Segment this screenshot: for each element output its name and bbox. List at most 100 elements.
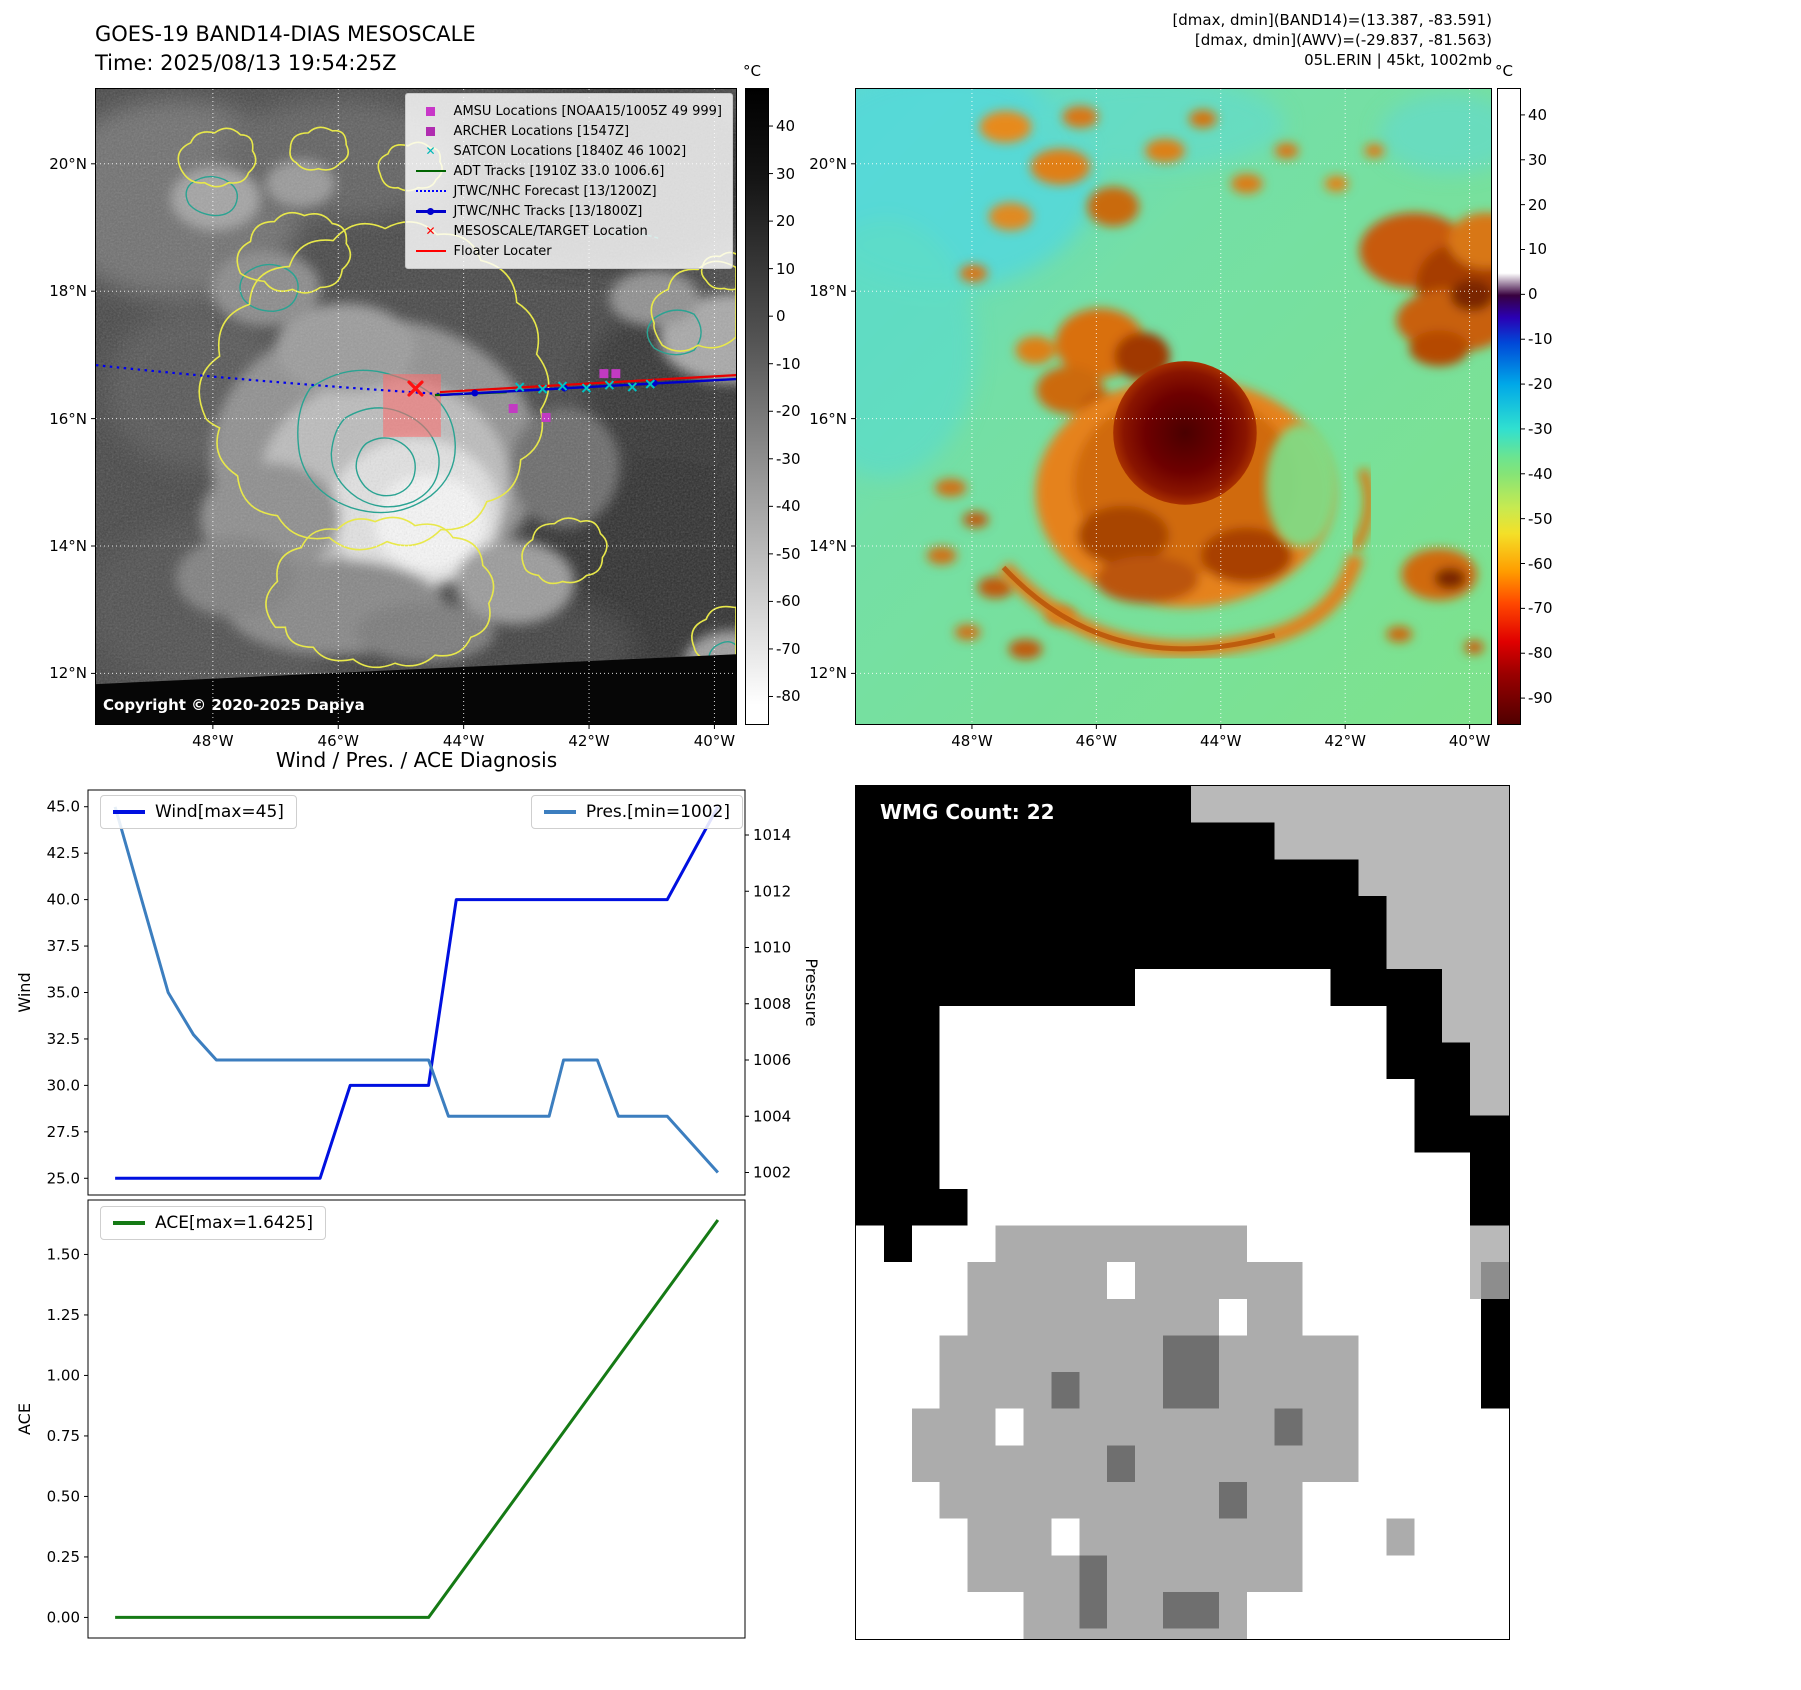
target-x-icon (407, 380, 424, 397)
legend-label: Pres.[min=1002] (585, 802, 730, 822)
colorbar-tick-label: -30 (1528, 419, 1553, 438)
legend-item: JTWC/NHC Tracks [13/1800Z] (415, 201, 722, 221)
jtwc-forecast-line (96, 364, 440, 396)
chart-legend: ACE[max=1.6425] (100, 1206, 326, 1240)
ir-satellite-panel: AMSU Locations [NOAA15/1005Z 49 999] ARCH… (95, 88, 737, 725)
svg-text:1014: 1014 (753, 826, 791, 844)
colorbar-tick-label: -70 (1528, 599, 1553, 618)
lat-tick-label: 16°N (809, 409, 847, 428)
lon-tick-label: 40°W (1448, 732, 1491, 750)
legend-item: ✕ MESOSCALE/TARGET Location (416, 221, 722, 241)
legend-item-label: ARCHER Locations [1547Z] (453, 123, 630, 139)
colorbar-tick-label: -20 (1528, 375, 1553, 394)
legend-item: ADT Tracks [1910Z 33.0 1006.6] (415, 161, 722, 181)
svg-text:27.5: 27.5 (47, 1123, 80, 1141)
lat-tick-label: 14°N (49, 537, 87, 555)
floater-line (439, 374, 736, 394)
legend-item-label: JTWC/NHC Tracks [13/1800Z] (453, 203, 643, 219)
ir-panel-title: GOES-19 BAND14-DIAS MESOSCALE Time: 2025… (95, 20, 476, 78)
svg-text:1.00: 1.00 (47, 1366, 80, 1384)
awv-storm-core (1113, 361, 1257, 505)
legend-item-label: MESOSCALE/TARGET Location (453, 223, 648, 239)
svg-text:0.00: 0.00 (47, 1608, 80, 1626)
legend-line-icon (415, 246, 446, 256)
lon-tick-label: 46°W (317, 732, 359, 750)
wmg-center-blob (911, 1225, 1415, 1639)
legend-label: Wind[max=45] (155, 802, 284, 822)
legend-item-label: Floater Locater (453, 243, 552, 259)
awv-header-line3: 05L.ERIN | 45kt, 1002mb (1304, 51, 1492, 69)
svg-text:30.0: 30.0 (47, 1076, 80, 1094)
svg-text:37.5: 37.5 (47, 937, 80, 955)
ir-legend: AMSU Locations [NOAA15/1005Z 49 999] ARCH… (404, 93, 733, 269)
legend-item-label: ADT Tracks [1910Z 33.0 1006.6] (453, 163, 665, 179)
colorbar-tick-label: 10 (776, 259, 796, 278)
legend-square-icon (416, 106, 446, 116)
colorbar-tick-label: -50 (1528, 509, 1553, 528)
svg-text:35.0: 35.0 (47, 984, 80, 1002)
awv-satellite-panel (855, 88, 1492, 725)
colorbar-tick-label: -20 (776, 402, 801, 421)
colorbar-tick-label: 20 (776, 212, 796, 231)
colorbar-tick-label: -80 (1528, 644, 1553, 663)
ir-title-line1: GOES-19 BAND14-DIAS MESOSCALE (95, 22, 476, 46)
legend-line-icon (415, 166, 446, 176)
colorbar-tick-label: -50 (776, 544, 801, 563)
awv-header-line2: [dmax, dmin](AWV)=(-29.837, -81.563) (1194, 31, 1492, 49)
legend-line-dot-icon (415, 206, 446, 216)
legend-x-icon: ✕ (425, 144, 436, 158)
svg-text:40.0: 40.0 (47, 891, 80, 909)
lon-tick-label: 44°W (1200, 732, 1242, 750)
colorbar-unit-label: °C (1495, 62, 1513, 80)
wmg-panel: WMG Count: 22 (855, 785, 1510, 1640)
awv-header-line1: [dmax, dmin](BAND14)=(13.387, -83.591) (1172, 11, 1492, 29)
colorbar-tick-label: 20 (1528, 195, 1548, 214)
legend-label: ACE[max=1.6425] (155, 1213, 313, 1233)
colorbar-tick-label: -60 (776, 592, 801, 611)
legend-line-icon (543, 810, 576, 814)
lon-tick-label: 48°W (951, 732, 993, 750)
legend-item: AMSU Locations [NOAA15/1005Z 49 999] (416, 101, 722, 121)
legend-line-icon (113, 810, 145, 814)
wmg-darkgray-patches (1051, 1335, 1303, 1629)
lat-tick-label: 18°N (809, 282, 847, 301)
svg-text:45.0: 45.0 (47, 798, 80, 816)
lat-tick-label: 12°N (809, 664, 847, 683)
awv-colorbar (1497, 88, 1521, 725)
wmg-count-label: WMG Count: 22 (868, 796, 1067, 828)
svg-text:25.0: 25.0 (47, 1169, 80, 1187)
lat-tick-label: 16°N (49, 409, 87, 428)
colorbar-tick-label: -40 (776, 497, 801, 516)
legend-line-icon (113, 1221, 145, 1225)
colorbar-tick-label: -60 (1528, 554, 1553, 573)
legend-item: ARCHER Locations [1547Z] (416, 121, 722, 141)
lon-tick-label: 40°W (693, 732, 736, 750)
lon-tick-label: 44°W (442, 732, 485, 750)
copyright-text: Copyright © 2020-2025 Dapiya (103, 696, 365, 714)
legend-dotted-line-icon (415, 186, 446, 196)
colorbar-tick-label: -10 (1528, 330, 1553, 349)
colorbar-tick-label: -80 (776, 687, 801, 706)
colorbar-tick-label: -70 (776, 639, 801, 658)
chart-legend: Pres.[min=1002] (530, 795, 743, 829)
legend-item-label: AMSU Locations [NOAA15/1005Z 49 999] (453, 103, 722, 119)
svg-text:1012: 1012 (753, 882, 791, 900)
lat-tick-label: 12°N (49, 664, 87, 683)
colorbar-unit-label: °C (743, 62, 761, 80)
colorbar-tick-label: 40 (776, 117, 796, 136)
awv-cold-sea-patches (856, 89, 1491, 478)
awv-dry-slot (1265, 423, 1338, 548)
svg-text:Wind: Wind (15, 972, 34, 1012)
ir-colorbar (745, 88, 769, 725)
svg-text:32.5: 32.5 (47, 1030, 80, 1048)
wmg-black-arc (856, 786, 1509, 1409)
colorbar-tick-label: -40 (1528, 464, 1553, 483)
svg-text:1010: 1010 (753, 939, 791, 957)
svg-text:1.50: 1.50 (47, 1245, 80, 1263)
lat-tick-label: 14°N (809, 537, 847, 555)
svg-text:42.5: 42.5 (47, 844, 80, 862)
wmg-image (856, 786, 1509, 1639)
colorbar-tick-label: 0 (776, 307, 786, 326)
legend-square-icon (416, 126, 446, 136)
